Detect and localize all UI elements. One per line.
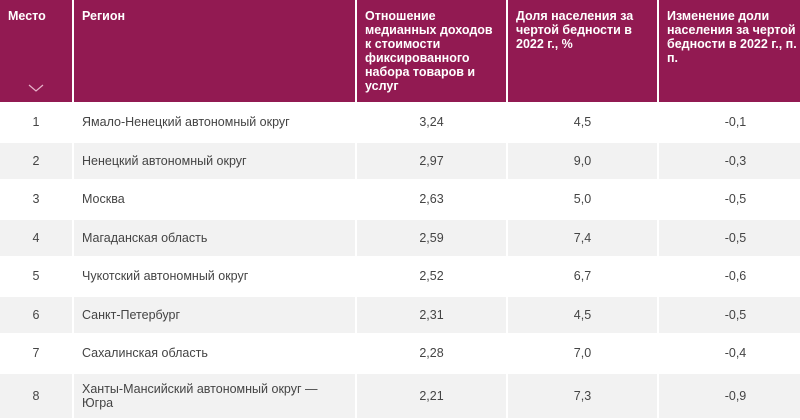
table-row: 2 Ненецкий автономный округ 2,97 9,0 -0,3 — [0, 142, 800, 181]
cell-place: 2 — [0, 142, 72, 181]
cell-poverty-share: 9,0 — [508, 142, 657, 181]
cell-income-ratio: 2,28 — [357, 335, 506, 374]
cell-income-ratio: 3,24 — [357, 104, 506, 143]
cell-income-ratio: 2,21 — [357, 373, 506, 420]
table-row: 7 Сахалинская область 2,28 7,0 -0,4 — [0, 335, 800, 374]
cell-income-ratio: 2,52 — [357, 258, 506, 297]
cell-poverty-change: -0,6 — [659, 258, 800, 297]
cell-region: Ненецкий автономный округ — [74, 142, 355, 181]
cell-region: Москва — [74, 181, 355, 220]
cell-place: 6 — [0, 296, 72, 335]
table-row: 3 Москва 2,63 5,0 -0,5 — [0, 181, 800, 220]
cell-poverty-change: -0,5 — [659, 219, 800, 258]
cell-region: Чукотский автономный округ — [74, 258, 355, 297]
cell-poverty-share: 7,0 — [508, 335, 657, 374]
cell-poverty-share: 7,4 — [508, 219, 657, 258]
header-poverty-change[interactable]: Изменение доли населения за чертой бедно… — [659, 0, 800, 104]
cell-place: 8 — [0, 373, 72, 420]
cell-income-ratio: 2,63 — [357, 181, 506, 220]
cell-place: 5 — [0, 258, 72, 297]
cell-income-ratio: 2,59 — [357, 219, 506, 258]
table-row: 1 Ямало-Ненецкий автономный округ 3,24 4,5-… — [0, 104, 800, 143]
header-income-ratio[interactable]: Отношение медианных доходов к стоимости … — [357, 0, 506, 104]
header-region[interactable]: Регион — [74, 0, 355, 104]
cell-poverty-change: -0,9 — [659, 373, 800, 420]
cell-place: 3 — [0, 181, 72, 220]
cell-poverty-share: 5,0 — [508, 181, 657, 220]
cell-poverty-share: 7,3 — [508, 373, 657, 420]
table-row: 6 Санкт-Петербург 2,31 4,5 -0,5 — [0, 296, 800, 335]
cell-region: Ямало-Ненецкий автономный округ — [74, 104, 355, 143]
cell-place: 4 — [0, 219, 72, 258]
header-place[interactable]: Место — [0, 0, 72, 104]
cell-place: 7 — [0, 335, 72, 374]
cell-region: Сахалинская область — [74, 335, 355, 374]
chevron-down-icon[interactable] — [28, 84, 44, 92]
cell-income-ratio: 2,97 — [357, 142, 506, 181]
cell-region: Ханты-Мансийский автономный округ — Югра — [74, 373, 355, 420]
cell-poverty-share: 4,5 — [508, 104, 657, 143]
cell-income-ratio: 2,31 — [357, 296, 506, 335]
header-poverty-share[interactable]: Доля населения за чертой бедности в 2022… — [508, 0, 657, 104]
table-row: 5 Чукотский автономный округ 2,52 6,7 -0,6 — [0, 258, 800, 297]
cell-place: 1 — [0, 104, 72, 143]
cell-poverty-share: 4,5 — [508, 296, 657, 335]
table-row: 8 Ханты-Мансийский автономный округ — Югр… — [0, 373, 800, 420]
cell-region: Магаданская область — [74, 219, 355, 258]
cell-poverty-change: -0,1 — [659, 104, 800, 143]
header-row: Место Регион Отношение медианных доходов… — [0, 0, 800, 104]
cell-poverty-share: 6,7 — [508, 258, 657, 297]
cell-poverty-change: -0,5 — [659, 296, 800, 335]
cell-poverty-change: -0,5 — [659, 181, 800, 220]
cell-poverty-change: -0,4 — [659, 335, 800, 374]
table-row: 4 Магаданская область 2,59 7,4 -0,5 — [0, 219, 800, 258]
cell-region: Санкт-Петербург — [74, 296, 355, 335]
cell-poverty-change: -0,3 — [659, 142, 800, 181]
